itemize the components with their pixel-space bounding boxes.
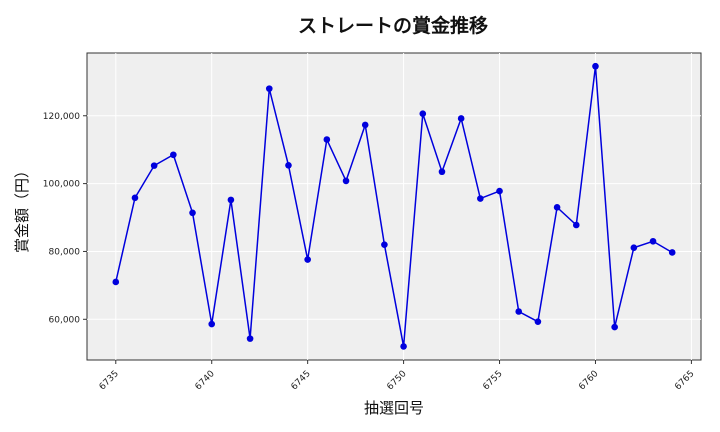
x-tick-label: 6750: [385, 369, 408, 392]
data-point: [265, 85, 273, 92]
data-point: [553, 204, 561, 211]
chart-title: ストレートの賞金推移: [298, 14, 488, 37]
data-point: [668, 249, 676, 256]
data-point: [496, 187, 503, 195]
data-point: [361, 121, 369, 129]
plot-area: [86, 52, 702, 361]
data-points: [112, 62, 676, 350]
data-point: [649, 237, 657, 245]
x-tick-label: 6760: [577, 369, 600, 392]
x-tick-label: 6755: [481, 369, 504, 392]
x-tick-label: 6765: [673, 369, 696, 392]
data-point: [285, 161, 292, 169]
gridlines: [87, 53, 701, 360]
x-tick-label: 6735: [98, 369, 121, 392]
x-axis-label: 抽選回号: [364, 399, 424, 417]
data-point: [630, 244, 638, 252]
data-point: [246, 335, 254, 342]
y-axis-label: 賞金額（円）: [13, 163, 31, 253]
data-point: [534, 318, 542, 325]
data-point: [400, 343, 407, 350]
data-point: [342, 177, 350, 185]
data-point: [419, 110, 427, 118]
y-tick-label: 100,000: [43, 180, 80, 190]
series-line: [115, 66, 673, 347]
series-line-group: [115, 66, 673, 347]
data-point: [131, 194, 139, 202]
data-point: [572, 221, 580, 229]
x-tick-label: 6745: [290, 369, 313, 392]
data-point: [170, 151, 177, 159]
x-tick-label: 6740: [194, 369, 217, 392]
data-point: [611, 323, 618, 331]
data-point: [515, 308, 523, 315]
y-tick-label: 120,000: [43, 112, 80, 122]
data-point: [323, 136, 331, 143]
y-tick-label: 80,000: [49, 247, 81, 257]
data-point: [112, 278, 120, 286]
y-tick-label: 60,000: [49, 315, 81, 325]
data-point: [208, 320, 216, 328]
data-point: [304, 256, 311, 263]
data-point: [457, 115, 465, 122]
data-point: [381, 241, 388, 248]
data-point: [227, 196, 235, 204]
data-point: [477, 195, 484, 202]
data-point: [592, 62, 599, 70]
data-point: [189, 209, 196, 217]
data-point: [150, 162, 158, 169]
data-point: [438, 168, 446, 176]
